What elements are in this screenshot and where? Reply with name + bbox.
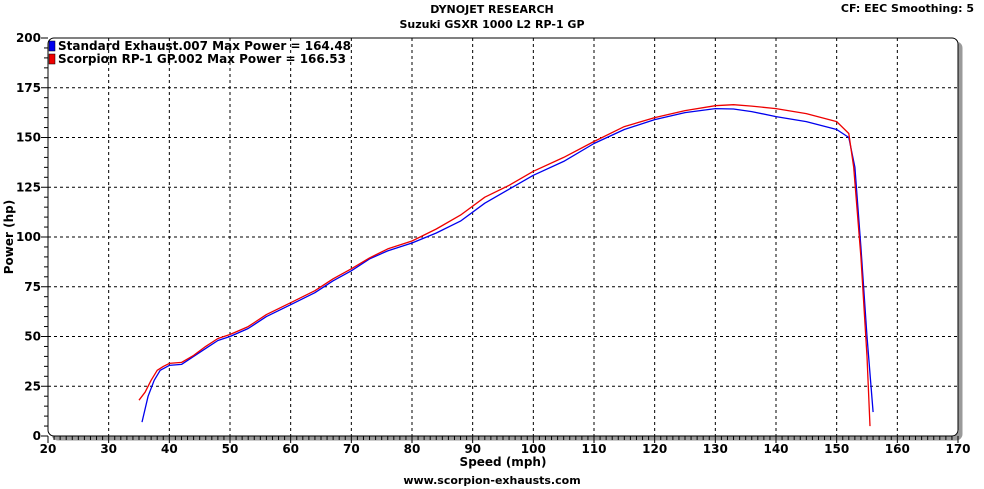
x-tick-label: 50 xyxy=(222,442,239,456)
correction-info: CF: EEC Smoothing: 5 xyxy=(840,2,974,15)
plot-area xyxy=(47,37,959,437)
y-tick-label: 75 xyxy=(24,280,41,294)
y-tick-label: 50 xyxy=(24,330,41,344)
x-tick-label: 90 xyxy=(464,442,481,456)
x-tick-label: 80 xyxy=(404,442,421,456)
grid xyxy=(48,38,958,436)
legend: Standard Exhaust.007 Max Power = 164.48S… xyxy=(48,39,351,66)
x-tick-label: 70 xyxy=(343,442,360,456)
legend-swatch xyxy=(48,40,56,52)
chart-title: DYNOJET RESEARCH xyxy=(430,3,554,16)
series-lines xyxy=(138,104,874,427)
x-tick-label: 110 xyxy=(581,442,606,456)
y-axis-ticks: 0 25 50 75 100 125 150 175 200 xyxy=(16,31,48,443)
x-tick-label: 130 xyxy=(703,442,728,456)
x-tick-label: 120 xyxy=(642,442,667,456)
x-axis-title: Speed (mph) xyxy=(460,455,547,469)
x-tick-label: 30 xyxy=(100,442,117,456)
series-line-standard-exhaust xyxy=(141,107,874,423)
x-tick-label: 170 xyxy=(945,442,970,456)
series-line-scorpion xyxy=(138,104,871,427)
y-tick-label: 175 xyxy=(16,81,41,95)
chart-subtitle: Suzuki GSXR 1000 L2 RP-1 GP xyxy=(399,18,585,31)
x-axis-ticks: 20 30 40 50 60 70 80 90 100 110 120 130 140 150 160 170 xyxy=(40,436,971,456)
y-tick-label: 150 xyxy=(16,131,41,145)
x-tick-label: 20 xyxy=(40,442,57,456)
legend-label: Standard Exhaust.007 Max Power = 164.48 xyxy=(58,39,351,53)
y-tick-label: 100 xyxy=(16,230,41,244)
minor-ticks xyxy=(44,47,953,440)
legend-label: Scorpion RP-1 GP.002 Max Power = 166.53 xyxy=(58,52,346,66)
x-tick-label: 60 xyxy=(282,442,299,456)
y-tick-label: 200 xyxy=(16,31,41,45)
y-tick-label: 0 xyxy=(33,429,41,443)
x-tick-label: 40 xyxy=(161,442,178,456)
x-tick-label: 140 xyxy=(763,442,788,456)
x-tick-label: 100 xyxy=(521,442,546,456)
legend-swatch xyxy=(48,53,56,65)
footer-url[interactable]: www.scorpion-exhausts.com xyxy=(403,474,581,487)
y-tick-label: 125 xyxy=(16,180,41,194)
x-tick-label: 160 xyxy=(885,442,910,456)
y-axis-title: Power (hp) xyxy=(2,200,16,274)
y-tick-label: 25 xyxy=(24,379,41,393)
x-tick-label: 150 xyxy=(824,442,849,456)
